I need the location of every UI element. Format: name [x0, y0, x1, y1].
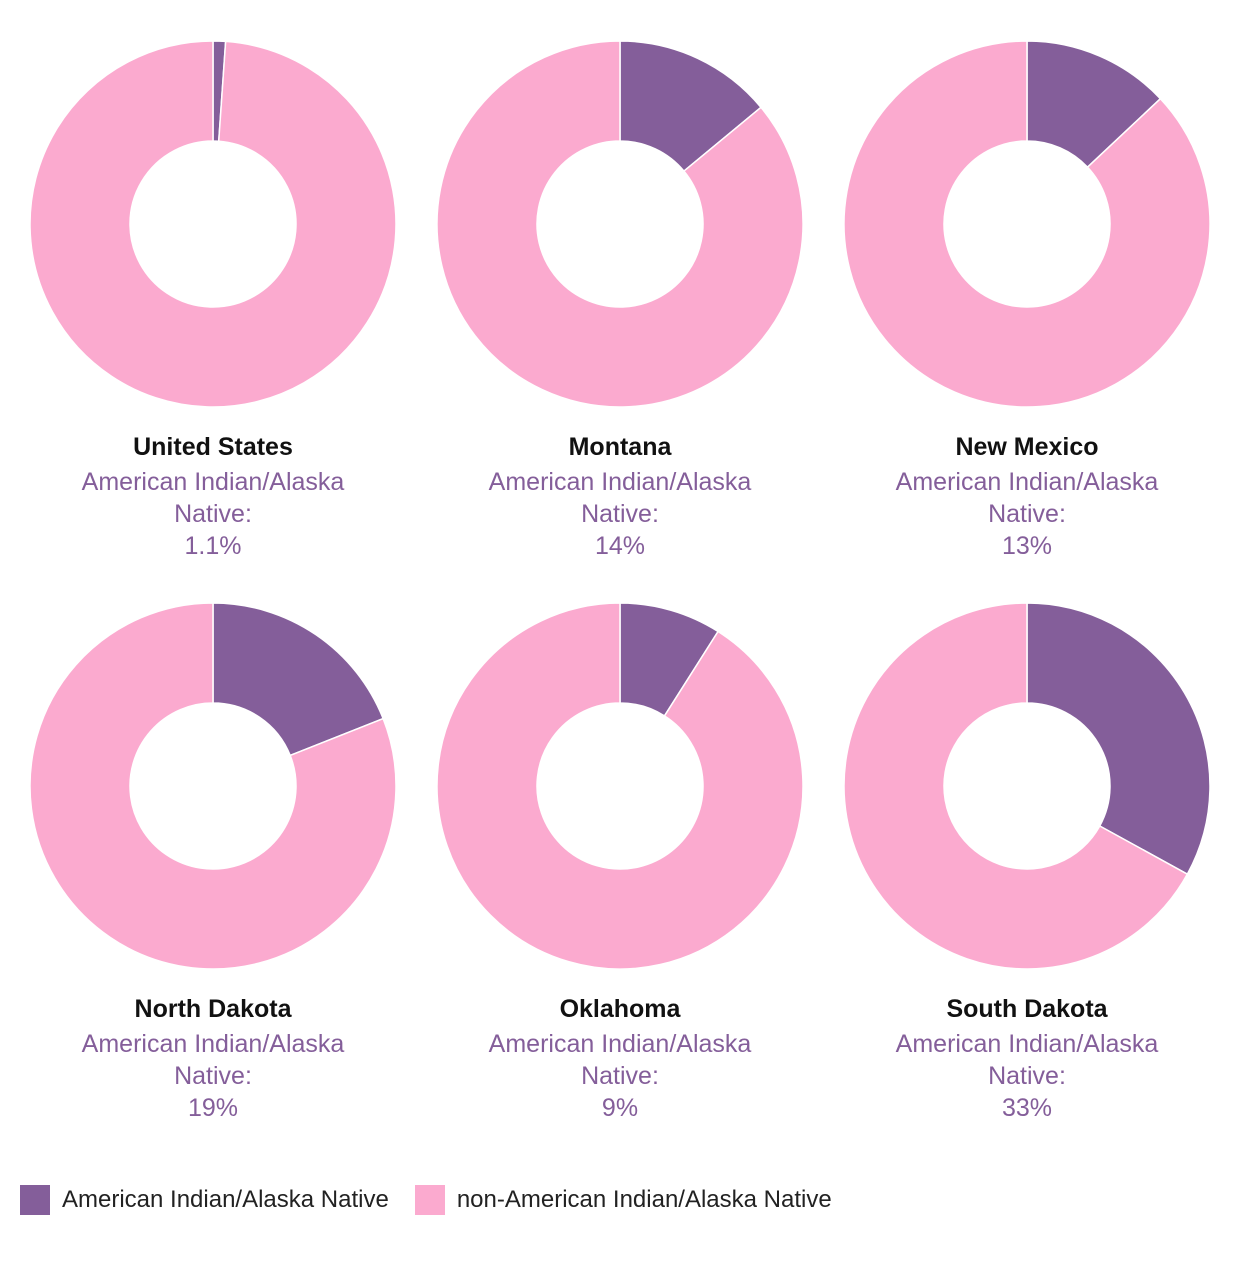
legend-swatch-non-native	[414, 1185, 445, 1215]
chart-title: Montana	[568, 433, 672, 461]
legend-item-non-native[interactable]: non-American Indian/Alaska Native	[414, 1185, 832, 1215]
legend-item-native[interactable]: American Indian/Alaska Native	[20, 1185, 389, 1215]
value-label: 33%	[1001, 1094, 1053, 1122]
value-label: 14%	[594, 532, 646, 560]
slice-non-native[interactable]	[436, 602, 804, 970]
chart-title: New Mexico	[955, 433, 1099, 461]
donut-svg	[436, 40, 804, 408]
slice-native[interactable]	[619, 40, 763, 173]
caption-line-2: Native:	[988, 500, 1066, 528]
donut-svg	[843, 602, 1211, 970]
caption-line-2: Native:	[988, 1062, 1066, 1090]
donut-chart-north-dakota: North Dakota American Indian/Alaska Nati…	[13, 602, 413, 1124]
caption-line-2: Native:	[174, 1062, 252, 1090]
slice-non-native[interactable]	[843, 602, 1189, 970]
chart-title: Oklahoma	[559, 995, 681, 1023]
caption-line-2: Native:	[581, 1062, 659, 1090]
donut-svg	[29, 40, 397, 408]
chart-title: North Dakota	[134, 995, 292, 1023]
donut-svg	[29, 602, 397, 970]
chart-title: South Dakota	[946, 995, 1108, 1023]
caption-line-1: American Indian/Alaska	[895, 1030, 1159, 1058]
value-label: 13%	[1001, 532, 1053, 560]
caption-line-2: Native:	[581, 500, 659, 528]
caption-line-1: American Indian/Alaska	[488, 468, 752, 496]
slice-native[interactable]	[1026, 40, 1162, 169]
donut-chart-united-states: United States American Indian/Alaska Nat…	[13, 40, 413, 562]
caption-line-1: American Indian/Alaska	[895, 468, 1159, 496]
value-label: 1.1%	[184, 532, 242, 560]
donut-svg	[436, 602, 804, 970]
value-label: 19%	[187, 1094, 239, 1122]
caption-line-1: American Indian/Alaska	[488, 1030, 752, 1058]
caption-line-1: American Indian/Alaska	[81, 468, 345, 496]
slice-non-native[interactable]	[843, 40, 1211, 408]
donut-chart-montana: Montana American Indian/Alaska Native: 1…	[420, 40, 820, 562]
legend-swatch-native	[20, 1185, 50, 1215]
caption-line-2: Native:	[174, 500, 252, 528]
slice-native[interactable]	[212, 602, 385, 757]
slice-non-native[interactable]	[436, 40, 804, 408]
value-label: 9%	[601, 1094, 639, 1122]
donut-chart-oklahoma: Oklahoma American Indian/Alaska Native: …	[420, 602, 820, 1124]
donut-chart-south-dakota: South Dakota American Indian/Alaska Nati…	[827, 602, 1227, 1124]
legend-label: non-American Indian/Alaska Native	[456, 1186, 832, 1213]
slice-non-native[interactable]	[29, 40, 397, 408]
donut-chart-new-mexico: New Mexico American Indian/Alaska Native…	[827, 40, 1227, 562]
slice-non-native[interactable]	[29, 602, 397, 970]
chart-legend: American Indian/Alaska Native non-Americ…	[20, 1185, 858, 1215]
legend-label: American Indian/Alaska Native	[62, 1186, 389, 1213]
chart-title: United States	[133, 433, 293, 461]
donut-svg	[843, 40, 1211, 408]
caption-line-1: American Indian/Alaska	[81, 1030, 345, 1058]
slice-native[interactable]	[1026, 602, 1211, 876]
